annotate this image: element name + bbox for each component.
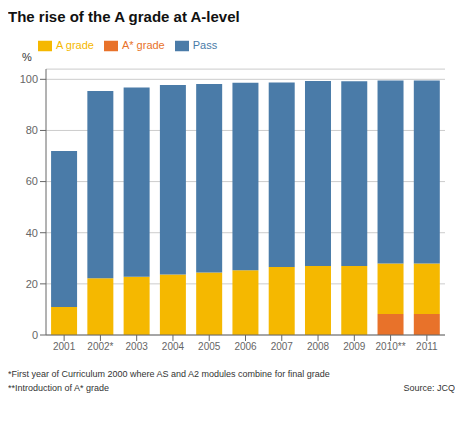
- svg-text:2002*: 2002*: [87, 341, 113, 352]
- svg-text:2009: 2009: [343, 341, 366, 352]
- html-text:*First year of Curriculum 2000: *First year of Curriculum 2000 where AS …: [8, 369, 330, 379]
- svg-text:20: 20: [26, 278, 38, 290]
- html-text:A* grade: A* grade: [121, 39, 165, 51]
- svg-text:2010**: 2010**: [376, 341, 406, 352]
- html-text:Pass: Pass: [192, 39, 218, 51]
- svg-text:100: 100: [20, 73, 38, 85]
- svg-text:2011: 2011: [416, 341, 438, 352]
- svg-text:2003: 2003: [126, 341, 149, 352]
- svg-text:80: 80: [26, 124, 38, 136]
- svg-text:40: 40: [26, 227, 38, 239]
- svg-text:2004: 2004: [162, 341, 185, 352]
- svg-text:2008: 2008: [307, 341, 330, 352]
- svg-text:0: 0: [32, 329, 38, 341]
- svg-text:2007: 2007: [271, 341, 294, 352]
- html-text:**Introduction of A* grade: **Introduction of A* grade: [8, 383, 110, 393]
- svg-text:2006: 2006: [234, 341, 257, 352]
- html-text:Source: JCQ: Source: JCQ: [403, 383, 455, 393]
- html-text:A grade: A grade: [56, 39, 94, 51]
- svg-text:2001: 2001: [53, 341, 76, 352]
- svg-text:%: %: [22, 51, 32, 63]
- svg-text:60: 60: [26, 175, 38, 187]
- svg-text:2005: 2005: [198, 341, 221, 352]
- html-text:The rise of the A grade at A-l: The rise of the A grade at A-level: [8, 8, 240, 25]
